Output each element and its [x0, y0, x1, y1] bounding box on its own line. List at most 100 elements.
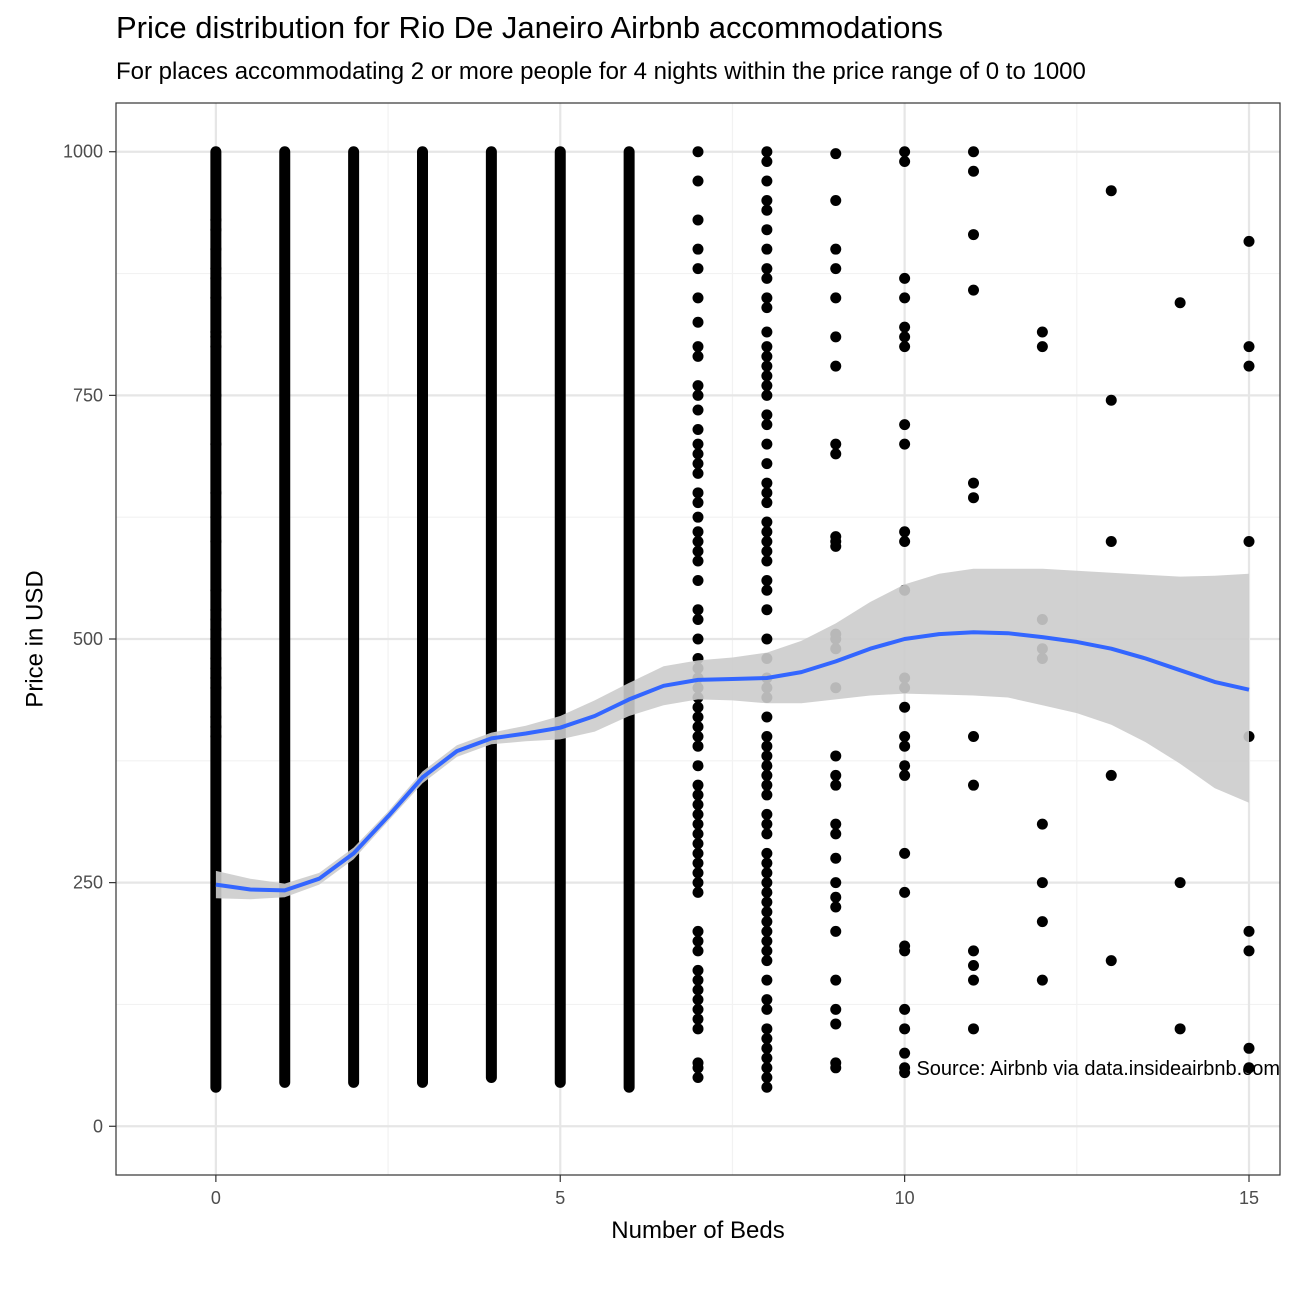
data-point	[761, 409, 773, 421]
data-point	[761, 935, 773, 947]
data-point	[1036, 818, 1048, 830]
data-point	[692, 730, 704, 742]
data-point	[899, 526, 911, 538]
data-point	[692, 497, 704, 509]
data-point	[761, 516, 773, 528]
data-point	[761, 341, 773, 353]
data-point	[761, 370, 773, 382]
data-point	[761, 458, 773, 470]
data-point	[210, 214, 222, 226]
data-point	[761, 575, 773, 587]
data-point	[692, 935, 704, 947]
data-point	[692, 721, 704, 733]
data-point	[761, 1023, 773, 1035]
data-point	[761, 896, 773, 908]
data-point	[1243, 235, 1255, 247]
data-point	[692, 263, 704, 275]
data-point	[761, 916, 773, 928]
data-point	[761, 886, 773, 898]
data-point	[692, 511, 704, 523]
y-tick-label: 250	[73, 873, 103, 893]
data-point	[761, 204, 773, 216]
data-point	[899, 945, 911, 957]
data-point	[692, 536, 704, 548]
data-point	[899, 341, 911, 353]
data-point	[761, 994, 773, 1006]
data-point	[830, 448, 842, 460]
data-point	[692, 945, 704, 957]
data-point	[761, 1003, 773, 1015]
data-point	[210, 633, 222, 645]
data-point	[899, 1047, 911, 1059]
data-point	[761, 828, 773, 840]
data-point	[761, 272, 773, 284]
y-tick-label: 1000	[63, 142, 103, 162]
data-point	[899, 419, 911, 431]
data-point	[761, 263, 773, 275]
data-point	[830, 263, 842, 275]
data-point	[1243, 341, 1255, 353]
data-point	[692, 604, 704, 616]
data-point	[692, 423, 704, 435]
data-point	[1105, 394, 1117, 406]
data-point	[761, 769, 773, 781]
data-point	[968, 229, 980, 241]
data-point	[692, 1013, 704, 1025]
data-point	[692, 146, 704, 158]
data-point	[761, 750, 773, 762]
data-point	[761, 974, 773, 986]
data-point	[761, 760, 773, 772]
data-point	[692, 1072, 704, 1084]
data-point	[830, 877, 842, 889]
data-point	[692, 1003, 704, 1015]
data-point	[692, 847, 704, 859]
data-point	[761, 360, 773, 372]
data-point	[968, 779, 980, 791]
data-point	[761, 389, 773, 401]
data-point	[830, 974, 842, 986]
data-point	[761, 867, 773, 879]
data-point	[830, 148, 842, 160]
data-point	[761, 818, 773, 830]
data-point	[761, 555, 773, 567]
data-point	[761, 584, 773, 596]
data-point	[899, 1023, 911, 1035]
data-point	[830, 540, 842, 552]
data-point	[761, 1081, 773, 1093]
data-point	[899, 292, 911, 304]
data-point	[761, 302, 773, 314]
data-point	[761, 526, 773, 538]
data-point	[692, 555, 704, 567]
data-point	[761, 604, 773, 616]
chart-subtitle: For places accommodating 2 or more peopl…	[116, 58, 1086, 85]
data-point	[968, 945, 980, 957]
data-point	[761, 243, 773, 255]
data-point	[761, 730, 773, 742]
data-point	[692, 175, 704, 187]
data-point	[761, 847, 773, 859]
data-point	[830, 1018, 842, 1030]
data-point	[830, 901, 842, 913]
data-point	[761, 419, 773, 431]
data-point	[692, 808, 704, 820]
data-point	[761, 1042, 773, 1054]
data-point	[210, 263, 222, 275]
y-axis-ticks: 0 250 500 750 1000	[63, 142, 116, 1136]
data-point	[1243, 945, 1255, 957]
data-point	[761, 545, 773, 557]
y-tick-label: 500	[73, 629, 103, 649]
data-point	[830, 1062, 842, 1074]
data-point	[1243, 925, 1255, 937]
data-point	[692, 984, 704, 996]
data-point	[210, 341, 222, 353]
data-point	[761, 1062, 773, 1074]
data-point	[761, 789, 773, 801]
data-point	[1174, 297, 1186, 309]
data-point	[761, 155, 773, 167]
data-point	[692, 438, 704, 450]
data-point	[899, 1067, 911, 1079]
data-point	[1174, 1023, 1186, 1035]
data-point	[968, 974, 980, 986]
data-point	[899, 146, 911, 158]
